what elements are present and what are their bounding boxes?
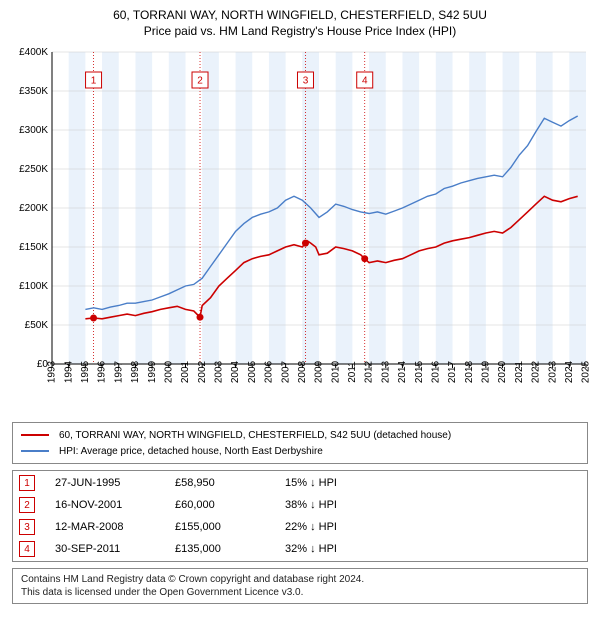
transaction-price: £58,950 — [175, 477, 285, 489]
legend: 60, TORRANI WAY, NORTH WINGFIELD, CHESTE… — [12, 422, 588, 464]
svg-text:2003: 2003 — [214, 360, 225, 383]
svg-text:2005: 2005 — [247, 360, 258, 383]
svg-text:2022: 2022 — [531, 360, 542, 383]
transaction-price: £135,000 — [175, 543, 285, 555]
svg-text:2007: 2007 — [280, 360, 291, 383]
footer-line: Contains HM Land Registry data © Crown c… — [21, 573, 579, 586]
svg-text:2015: 2015 — [414, 360, 425, 383]
svg-text:£400K: £400K — [19, 47, 48, 58]
transaction-price: £155,000 — [175, 521, 285, 533]
legend-item: 60, TORRANI WAY, NORTH WINGFIELD, CHESTE… — [21, 427, 579, 443]
svg-text:2025: 2025 — [581, 360, 592, 383]
chart-container: 60, TORRANI WAY, NORTH WINGFIELD, CHESTE… — [0, 0, 600, 612]
svg-text:£100K: £100K — [19, 281, 48, 292]
legend-label: HPI: Average price, detached house, Nort… — [59, 446, 323, 457]
svg-text:2023: 2023 — [547, 360, 558, 383]
svg-text:£300K: £300K — [19, 125, 48, 136]
svg-text:1999: 1999 — [147, 360, 158, 383]
title-main: 60, TORRANI WAY, NORTH WINGFIELD, CHESTE… — [6, 8, 594, 22]
svg-text:2013: 2013 — [380, 360, 391, 383]
svg-text:£250K: £250K — [19, 164, 48, 175]
svg-text:2002: 2002 — [197, 360, 208, 383]
svg-text:2004: 2004 — [230, 360, 241, 383]
svg-text:3: 3 — [303, 76, 309, 87]
svg-text:1997: 1997 — [113, 360, 124, 383]
transaction-marker: 4 — [19, 541, 35, 557]
svg-text:2024: 2024 — [564, 360, 575, 383]
svg-text:1993: 1993 — [47, 360, 58, 383]
svg-text:2: 2 — [197, 76, 203, 87]
svg-text:2019: 2019 — [481, 360, 492, 383]
svg-text:1994: 1994 — [63, 360, 74, 383]
transaction-delta: 22% ↓ HPI — [285, 521, 425, 533]
title-sub: Price paid vs. HM Land Registry's House … — [6, 24, 594, 38]
svg-text:£150K: £150K — [19, 242, 48, 253]
transaction-delta: 15% ↓ HPI — [285, 477, 425, 489]
transaction-date: 12-MAR-2008 — [55, 521, 175, 533]
svg-text:£350K: £350K — [19, 86, 48, 97]
chart: £0£50K£100K£150K£200K£250K£300K£350K£400… — [6, 44, 594, 414]
svg-text:£50K: £50K — [25, 320, 49, 331]
svg-text:2010: 2010 — [330, 360, 341, 383]
chart-svg: £0£50K£100K£150K£200K£250K£300K£350K£400… — [6, 44, 594, 414]
svg-text:1996: 1996 — [97, 360, 108, 383]
svg-text:2020: 2020 — [497, 360, 508, 383]
footer: Contains HM Land Registry data © Crown c… — [12, 568, 588, 604]
transaction-marker: 2 — [19, 497, 35, 513]
svg-text:1: 1 — [91, 76, 97, 87]
svg-text:2001: 2001 — [180, 360, 191, 383]
svg-text:1995: 1995 — [80, 360, 91, 383]
legend-swatch — [21, 434, 49, 436]
transaction-date: 30-SEP-2011 — [55, 543, 175, 555]
svg-text:£200K: £200K — [19, 203, 48, 214]
footer-line: This data is licensed under the Open Gov… — [21, 586, 579, 599]
transaction-marker: 1 — [19, 475, 35, 491]
transaction-delta: 32% ↓ HPI — [285, 543, 425, 555]
svg-text:2009: 2009 — [314, 360, 325, 383]
svg-text:2014: 2014 — [397, 360, 408, 383]
svg-text:2000: 2000 — [163, 360, 174, 383]
transaction-price: £60,000 — [175, 499, 285, 511]
svg-text:2006: 2006 — [264, 360, 275, 383]
legend-swatch — [21, 450, 49, 452]
title-block: 60, TORRANI WAY, NORTH WINGFIELD, CHESTE… — [6, 8, 594, 38]
transactions-table: 1 27-JUN-1995£58,95015% ↓ HPI 2 16-NOV-2001… — [12, 470, 588, 562]
svg-text:2018: 2018 — [464, 360, 475, 383]
legend-item: HPI: Average price, detached house, Nort… — [21, 443, 579, 459]
transaction-date: 27-JUN-1995 — [55, 477, 175, 489]
svg-text:2021: 2021 — [514, 360, 525, 383]
svg-text:2008: 2008 — [297, 360, 308, 383]
transaction-marker: 3 — [19, 519, 35, 535]
svg-text:2016: 2016 — [430, 360, 441, 383]
transaction-delta: 38% ↓ HPI — [285, 499, 425, 511]
svg-text:2012: 2012 — [364, 360, 375, 383]
svg-text:2017: 2017 — [447, 360, 458, 383]
transaction-date: 16-NOV-2001 — [55, 499, 175, 511]
svg-text:2011: 2011 — [347, 361, 358, 383]
svg-text:1998: 1998 — [130, 360, 141, 383]
svg-text:4: 4 — [362, 76, 368, 87]
legend-label: 60, TORRANI WAY, NORTH WINGFIELD, CHESTE… — [59, 430, 451, 441]
